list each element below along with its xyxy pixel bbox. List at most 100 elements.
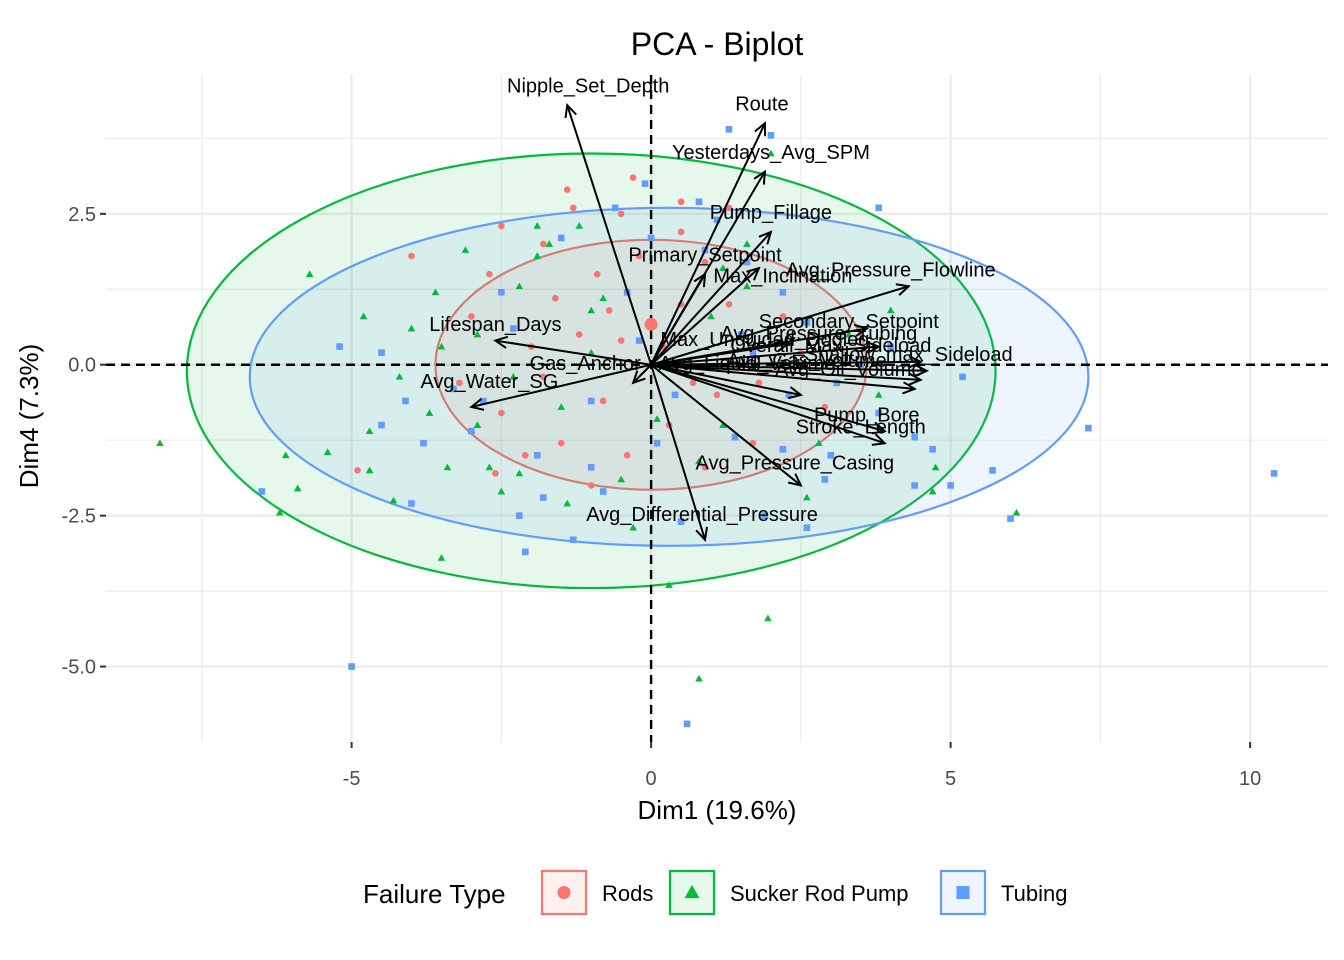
arrow-avg-oil-volume xyxy=(651,363,915,390)
data-point-tubing xyxy=(522,548,529,556)
data-point-tubing xyxy=(767,132,775,139)
x-tick-label: 5 xyxy=(945,768,956,790)
group-mean-rods xyxy=(644,317,658,331)
variable-label-avg-pressure-tubing: Avg_Pressure_Tubing xyxy=(720,323,917,345)
data-point-tubing xyxy=(1085,424,1092,432)
data-point-sucker-rod-pump xyxy=(629,523,637,531)
variable-label-overall-max-sideload: Overall_Max_Sideload xyxy=(730,335,931,357)
data-point-tubing xyxy=(611,204,619,212)
data-point-tubing xyxy=(857,361,865,369)
arrowhead-avg-pressure-tubing xyxy=(866,340,882,355)
arrow-avg-pressure-flowline xyxy=(650,285,909,366)
data-point-sucker-rod-pump xyxy=(695,457,703,465)
legend-marker-sucker-rod-pump xyxy=(684,885,700,899)
data-point-rods xyxy=(605,307,613,314)
y-tick-label: -5.0 xyxy=(62,657,96,679)
arrowhead-route xyxy=(754,121,767,137)
legend-label-sucker-rod-pump: Sucker Rod Pump xyxy=(730,881,909,906)
arrow-avg-liquid-volume xyxy=(650,363,802,396)
arrow-avg-gas-volume xyxy=(651,363,921,381)
data-point-rods xyxy=(539,373,547,381)
x-axis-label: Dim1 (19.6%) xyxy=(638,795,797,825)
data-point-sucker-rod-pump xyxy=(473,421,482,428)
x-tick-label: -5 xyxy=(343,768,361,790)
data-point-sucker-rod-pump xyxy=(815,439,823,447)
data-point-tubing xyxy=(378,349,385,356)
data-point-sucker-rod-pump xyxy=(886,306,895,314)
data-point-rods xyxy=(498,222,505,230)
data-point-rods xyxy=(713,391,721,399)
data-point-tubing xyxy=(875,204,883,212)
y-axis-ticks: 2.5 0.0 -2.5 -5.0 xyxy=(62,204,106,679)
data-point-tubing xyxy=(599,488,607,495)
confidence-ellipse-tubing xyxy=(248,206,1090,547)
variable-label-nipple-set-depth: Nipple_Set_Depth xyxy=(507,75,669,97)
arrow-pump-bore xyxy=(650,363,885,433)
data-point-tubing xyxy=(510,325,517,332)
data-point-rods xyxy=(575,331,583,338)
variable-label-max-inclination: Max_Inclination xyxy=(713,265,852,287)
arrowhead-avg-oil-volume xyxy=(902,381,917,395)
data-point-sucker-rod-pump xyxy=(931,463,940,471)
data-point-sucker-rod-pump xyxy=(599,294,607,302)
variable-label-avg-oil-volume: Avg_Oil_Volume xyxy=(775,359,923,381)
arrowhead-nipple-set-depth xyxy=(564,102,577,119)
data-point-sucker-rod-pump xyxy=(515,469,524,477)
data-point-rods xyxy=(617,210,625,218)
arrow-stroke-length xyxy=(650,363,886,445)
data-point-sucker-rod-pump xyxy=(395,373,404,380)
arrowhead-max-inclination xyxy=(746,266,761,281)
data-point-rods xyxy=(456,379,463,387)
arrow-overall-max-sideload xyxy=(651,360,921,366)
data-point-tubing xyxy=(683,720,691,728)
data-point-rods xyxy=(408,252,415,260)
data-point-tubing xyxy=(959,373,966,381)
variable-label-secondary-setpoint: Secondary_Setpoint xyxy=(759,311,940,333)
y-axis-label: Dim4 (7.3%) xyxy=(14,344,44,488)
data-point-tubing xyxy=(516,512,523,519)
data-point-tubing xyxy=(653,439,661,447)
data-point-sucker-rod-pump xyxy=(719,421,727,428)
data-point-sucker-rod-pump xyxy=(767,149,775,157)
data-point-tubing xyxy=(348,663,355,670)
data-point-rods xyxy=(617,337,625,344)
arrowhead-max-unguided-dogleg xyxy=(776,338,792,352)
data-point-tubing xyxy=(408,500,415,507)
data-point-tubing xyxy=(911,482,918,489)
data-point-rods xyxy=(522,451,529,459)
data-point-sucker-rod-pump xyxy=(563,499,572,507)
data-point-sucker-rod-pump xyxy=(743,282,751,290)
arrow-lifespan-days xyxy=(495,339,652,366)
data-point-sucker-rod-pump xyxy=(437,554,446,561)
variable-label-shallow-max-sideload: Shallow_max_Sideload xyxy=(805,344,1013,366)
data-point-rods xyxy=(725,204,733,212)
data-point-tubing xyxy=(695,198,703,206)
data-point-rods xyxy=(468,313,475,320)
data-point-sucker-rod-pump xyxy=(587,306,596,314)
data-point-rods xyxy=(677,228,685,236)
data-point-tubing xyxy=(827,451,835,459)
legend-marker-tubing xyxy=(956,886,970,899)
arrowhead-pump-fillage xyxy=(758,230,773,245)
data-point-sucker-rod-pump xyxy=(575,222,584,229)
data-point-tubing xyxy=(533,451,541,459)
data-point-rods xyxy=(635,252,643,260)
chart-title: PCA - Biplot xyxy=(631,26,804,62)
data-point-tubing xyxy=(587,397,595,405)
data-point-sucker-rod-pump xyxy=(533,222,542,229)
variable-label-avg-gas-volume: Avg_Gas_Volume xyxy=(727,350,887,372)
data-point-rods xyxy=(755,379,763,387)
data-point-tubing xyxy=(785,391,793,399)
data-point-tubing xyxy=(803,319,811,326)
data-point-rods xyxy=(701,464,709,471)
legend: Failure Type Rods Sucker Rod Pump Tubing xyxy=(363,869,1067,916)
data-point-tubing xyxy=(336,343,343,350)
data-point-tubing xyxy=(402,397,409,405)
arrowhead-avg-liquid-volume xyxy=(788,386,804,400)
data-point-rods xyxy=(492,470,499,477)
data-point-tubing xyxy=(713,216,721,224)
arrowhead-lifespan-days xyxy=(493,335,509,349)
data-point-sucker-rod-pump xyxy=(431,288,440,296)
data-point-sucker-rod-pump xyxy=(281,451,290,459)
